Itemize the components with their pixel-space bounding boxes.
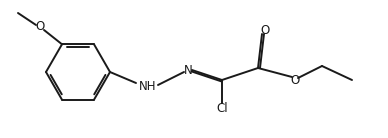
- Text: O: O: [260, 23, 270, 36]
- Text: O: O: [35, 21, 45, 34]
- Text: Cl: Cl: [216, 103, 228, 116]
- Text: O: O: [290, 74, 300, 87]
- Text: N: N: [184, 63, 192, 76]
- Text: NH: NH: [139, 80, 157, 94]
